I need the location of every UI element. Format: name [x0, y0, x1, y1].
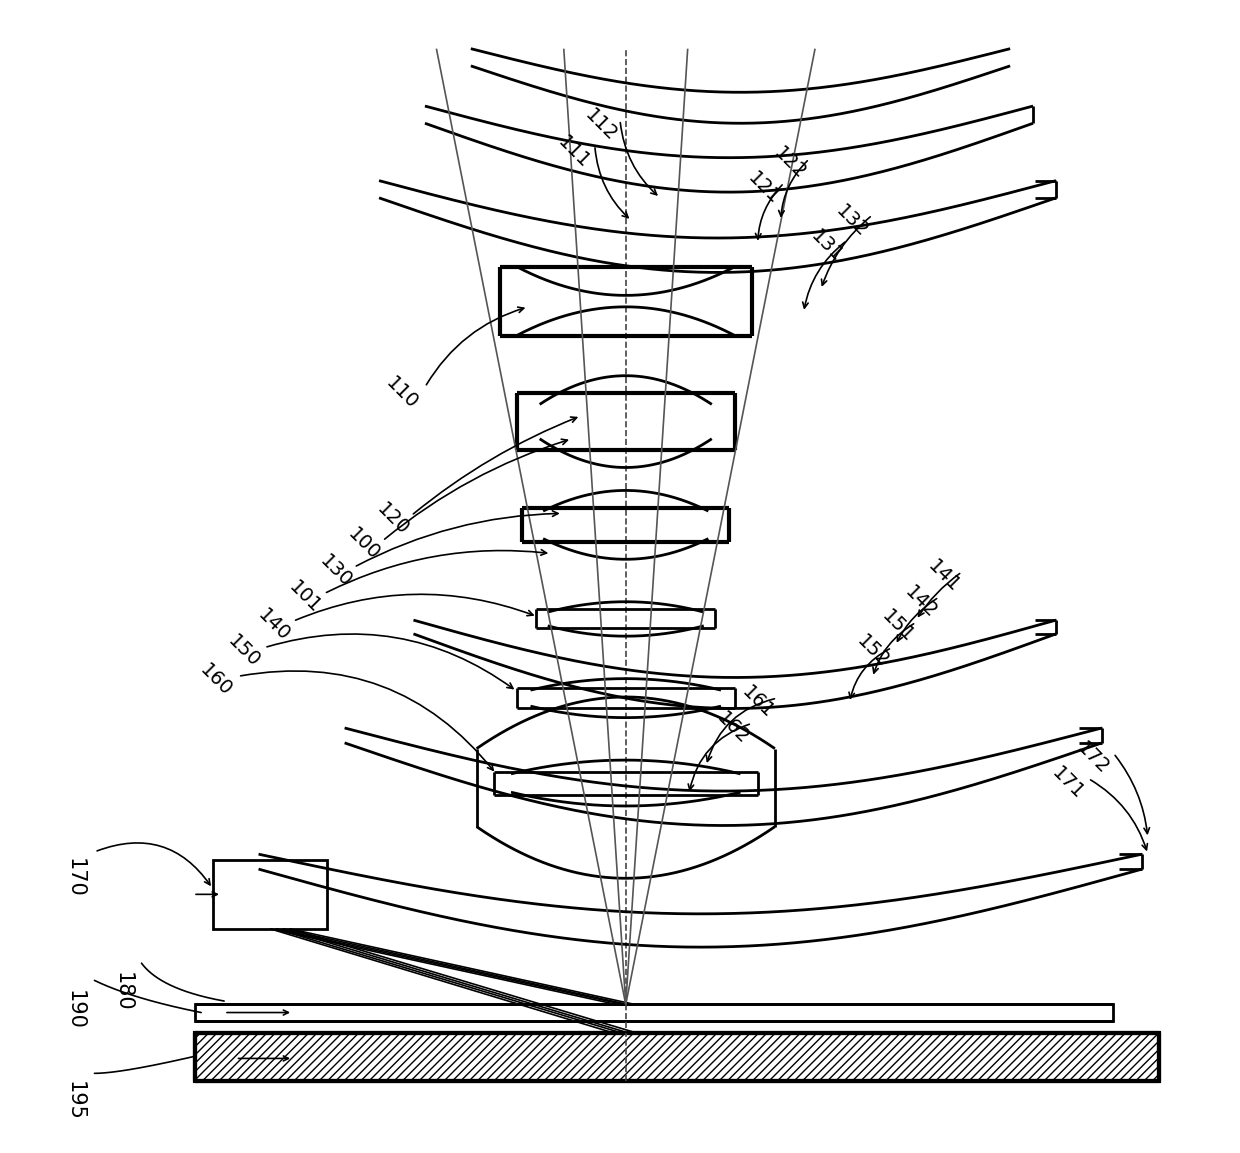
Text: 161: 161 — [738, 683, 777, 723]
Text: 120: 120 — [373, 499, 413, 538]
Text: 130: 130 — [316, 551, 355, 590]
Text: 132: 132 — [832, 201, 872, 241]
Text: 142: 142 — [900, 582, 940, 621]
Text: 195: 195 — [64, 1082, 86, 1121]
Bar — [196, 1033, 1159, 1082]
Text: 152: 152 — [853, 631, 893, 671]
Text: 171: 171 — [1048, 763, 1087, 802]
Text: 172: 172 — [1073, 738, 1112, 777]
Text: 151: 151 — [878, 606, 918, 646]
Text: 162: 162 — [713, 708, 753, 748]
Text: 131: 131 — [807, 226, 847, 266]
Text: 112: 112 — [580, 106, 620, 145]
Bar — [212, 860, 327, 929]
Text: 141: 141 — [924, 557, 963, 596]
Text: 121: 121 — [744, 168, 784, 209]
Text: 180: 180 — [113, 972, 133, 1012]
Text: 170: 170 — [64, 858, 86, 897]
Text: 190: 190 — [64, 989, 86, 1030]
Text: 140: 140 — [254, 605, 294, 645]
Text: 122: 122 — [770, 144, 810, 183]
Text: 111: 111 — [554, 133, 594, 172]
Text: 150: 150 — [223, 631, 263, 671]
Text: 160: 160 — [196, 660, 236, 700]
Text: 100: 100 — [345, 525, 384, 564]
Bar — [196, 1004, 1114, 1020]
Text: 110: 110 — [382, 374, 422, 413]
Text: 101: 101 — [285, 578, 324, 617]
